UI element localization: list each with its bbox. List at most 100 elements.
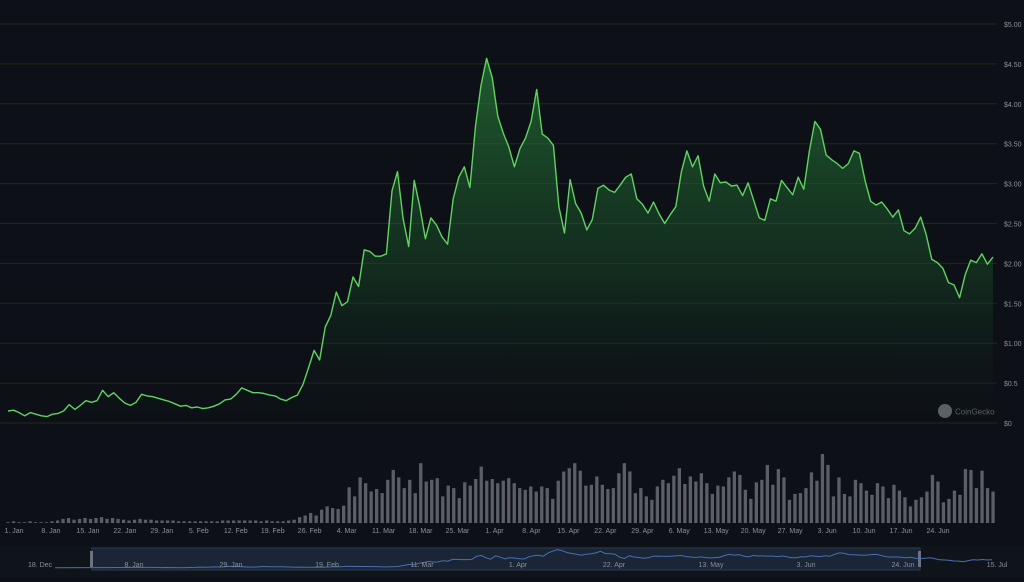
volume-bar (677, 468, 681, 523)
volume-bar (221, 520, 225, 523)
volume-bar (710, 493, 714, 523)
volume-bar (754, 482, 758, 523)
volume-bar (303, 515, 307, 523)
volume-bar (897, 490, 902, 523)
volume-bar (132, 519, 137, 523)
navigator-tick-label: 22. Apr (603, 562, 626, 569)
x-tick-label: 24. Jun (927, 528, 950, 535)
navigator-left-handle (90, 551, 93, 567)
y-tick-label: $4.50 (1004, 62, 1022, 69)
navigator-line (54, 549, 993, 569)
navigator-tick-label: 29. Jan (220, 562, 243, 569)
navigator-tick-label: 13. May (699, 562, 724, 569)
x-tick-label: 12. Feb (224, 528, 248, 535)
volume-bar (138, 518, 142, 524)
volume-bar (496, 483, 500, 523)
volume-bar (364, 483, 368, 523)
volume-bar (50, 521, 54, 523)
watermark: CoinGecko (938, 404, 995, 418)
x-tick-label: 1. Jan (4, 528, 23, 535)
x-tick-label: 20. May (741, 528, 766, 535)
x-tick-label: 13. May (704, 528, 729, 535)
volume-bar (947, 498, 951, 523)
x-tick-label: 11. Mar (372, 528, 396, 535)
volume-bar (490, 479, 494, 523)
x-tick-label: 1. Apr (485, 528, 504, 535)
volume-bar (452, 488, 456, 523)
volume-bar (22, 522, 27, 523)
volume-bar (853, 479, 858, 523)
volume-bar (969, 469, 973, 523)
volume-bar (837, 477, 841, 524)
navigator[interactable]: 18. Dec 8. Jan 29. Jan 19. Feb 11. Mar 1. Apr… (0, 546, 1024, 577)
y-tick-label: $3.50 (1004, 142, 1022, 149)
volume-bar (699, 473, 703, 523)
navigator-tick-label: 1. Apr (509, 562, 528, 569)
volume-bar (468, 485, 472, 523)
volume-bar (809, 472, 814, 523)
volume-bar (391, 469, 395, 523)
volume-bar (39, 522, 43, 523)
volume-bar (787, 499, 792, 523)
navigator-tick-label: 18. Dec (28, 562, 53, 569)
volume-bar (628, 471, 632, 523)
y-axis: $0 $0.5 $1.00 $1.50 $2.00 $2.50 $3.00 $3.50 $4.0… (1004, 22, 1022, 428)
volume-bar (99, 517, 104, 523)
navigator-tick-label: 11. Mar (410, 562, 434, 569)
volume-bar (408, 479, 412, 523)
volume-bar (567, 468, 571, 523)
volume-bar (369, 491, 373, 523)
volume-bar (320, 509, 324, 523)
volume-bar (639, 488, 643, 523)
volume-bar (892, 484, 896, 523)
volume-bar (237, 520, 241, 523)
volume-bar (826, 464, 830, 523)
volume-bar (562, 471, 566, 523)
x-tick-label: 22. Jan (113, 528, 136, 535)
volume-bar (199, 521, 203, 523)
volume-bar (44, 522, 49, 523)
volume-bar (881, 486, 885, 523)
volume-bar (930, 474, 935, 523)
volume-bar (485, 480, 489, 523)
volume-bar (859, 483, 863, 523)
volume-bar (226, 520, 230, 523)
volume-bar (160, 520, 164, 523)
volume-bar (985, 488, 990, 523)
volume-bar (176, 521, 181, 523)
volume-bar (110, 518, 115, 523)
volume-bar (501, 480, 505, 523)
volume-bar (171, 520, 175, 523)
volume-bar (974, 488, 979, 523)
volume-bar (771, 484, 775, 523)
x-tick-label: 6. May (669, 528, 691, 535)
y-tick-label: $0.5 (1004, 381, 1018, 388)
volume-bar (980, 470, 984, 523)
volume-bar (265, 520, 269, 523)
volume-bar (545, 488, 549, 523)
volume-bar (584, 485, 588, 523)
volume-bar (529, 486, 533, 523)
volume-bar (694, 481, 698, 523)
volume-bar (864, 490, 869, 523)
volume-bar (903, 497, 907, 523)
volume-bar (820, 454, 825, 523)
x-tick-label: 15. Apr (557, 528, 580, 535)
volume-bar (688, 476, 692, 523)
volume-bar (732, 471, 736, 523)
volume-bar (523, 489, 527, 523)
volume-bar (314, 515, 318, 523)
navigator-tick-label: 24. Jun (892, 562, 915, 569)
volume-bar (958, 494, 962, 523)
y-tick-label: $0 (1004, 421, 1012, 428)
volume-bar (991, 491, 995, 523)
volume-bar (573, 463, 577, 523)
volume-bar (655, 486, 659, 523)
volume-bar (248, 520, 252, 523)
volume-bar (919, 497, 924, 523)
volume-bar (815, 480, 819, 523)
volume-bar (88, 518, 93, 524)
volume-bar (276, 521, 280, 523)
watermark-text: CoinGecko (955, 408, 995, 417)
